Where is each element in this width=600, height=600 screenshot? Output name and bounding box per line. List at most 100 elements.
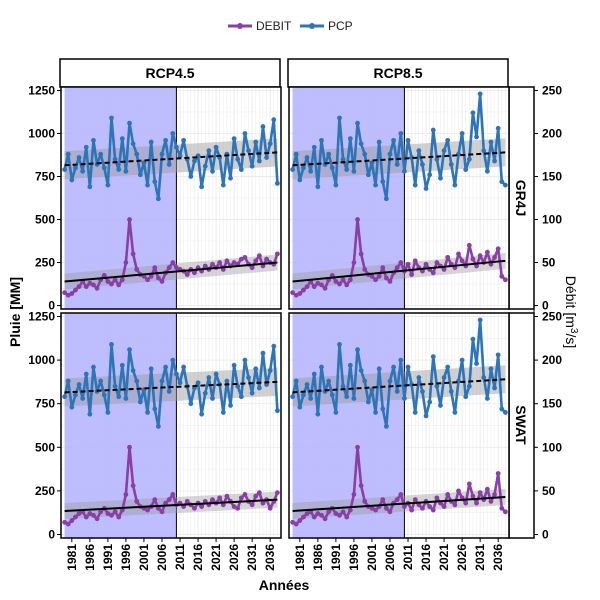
chart-legend: DEBIT PCP (228, 19, 353, 33)
pcp-point (333, 410, 339, 415)
pcp-point (290, 167, 296, 173)
debit-point (373, 507, 378, 513)
x-tick-label: 1991 (101, 544, 115, 571)
pcp-point (159, 151, 165, 157)
debit-point (315, 280, 321, 286)
pcp-point (202, 390, 208, 396)
pcp-point (152, 406, 158, 412)
debit-point (427, 504, 433, 510)
debit-point (434, 495, 440, 501)
debit-point (412, 497, 418, 503)
debit-point (116, 282, 122, 288)
debit-point (145, 277, 150, 283)
debit-point (69, 518, 75, 523)
pcp-point (394, 162, 400, 167)
debit-point (192, 505, 197, 511)
pcp-point (459, 357, 465, 363)
strip-label-rcp85: RCP8.5 (373, 65, 422, 81)
pcp-point (152, 179, 158, 185)
debit-point (369, 505, 375, 511)
pcp-point (441, 375, 447, 380)
debit-point (333, 279, 339, 284)
debit-point (355, 444, 360, 450)
debit-point (152, 265, 158, 271)
debit-point (441, 267, 447, 272)
debit-point (170, 260, 176, 265)
pcp-point (271, 117, 277, 123)
pcp-point (238, 167, 244, 173)
pcp-point (438, 175, 443, 181)
debit-point (326, 509, 332, 515)
pcp-point (362, 378, 368, 384)
x-tick-label: 2026 (227, 544, 241, 571)
pcp-point (358, 141, 364, 147)
debit-point (231, 504, 237, 510)
debit-point (337, 281, 342, 287)
debit-point (319, 282, 324, 288)
pcp-trend-line (64, 380, 278, 394)
debit-point (358, 251, 364, 257)
y-right-tick-label: 50 (542, 484, 556, 498)
pcp-point (246, 148, 251, 154)
pcp-point (130, 141, 136, 147)
debit-point (492, 491, 497, 497)
pcp-point (83, 144, 89, 150)
pcp-point (369, 160, 375, 166)
pcp-point (91, 137, 96, 143)
debit-point (163, 500, 168, 506)
debit-point (98, 509, 104, 515)
debit-point (311, 514, 317, 520)
pcp-point (347, 362, 353, 368)
pcp-point (333, 182, 339, 188)
pcp-point (155, 196, 161, 202)
pcp-point (499, 179, 505, 185)
debit-point (362, 267, 368, 272)
pcp-point (109, 115, 114, 121)
y-left-tick-label: 0 (48, 299, 55, 313)
debit-point (210, 261, 215, 267)
pcp-point (463, 167, 469, 173)
pcp-point (231, 136, 237, 142)
panel-rcp45-swat (60, 312, 282, 539)
pcp-point (253, 139, 259, 145)
debit-point (148, 273, 154, 279)
pcp-point (488, 366, 494, 372)
debit-point (192, 270, 197, 276)
pcp-point (206, 375, 212, 380)
debit-point (184, 498, 190, 504)
pcp-trend-line (64, 151, 278, 167)
pcp-point (315, 411, 321, 417)
pcp-point (181, 364, 187, 370)
pcp-point (98, 151, 104, 157)
pcp-point (398, 131, 404, 136)
pcp-point (412, 182, 418, 188)
pcp-point (319, 137, 324, 143)
debit-point (470, 493, 476, 499)
y-left-tick-label: 500 (35, 440, 55, 454)
pcp-point (445, 364, 451, 370)
debit-point (76, 284, 82, 290)
pcp-point (448, 162, 454, 167)
pcp-point (293, 378, 299, 384)
debit-point (445, 491, 451, 497)
debit-point (202, 263, 208, 269)
pcp-point (420, 389, 425, 394)
debit-point (274, 490, 280, 496)
pcp-point (398, 357, 404, 363)
pcp-point (383, 196, 389, 202)
x-tick-label: 1996 (119, 544, 133, 571)
pcp-point (337, 341, 342, 347)
debit-point (445, 254, 451, 260)
debit-point (73, 287, 78, 293)
pcp-point (434, 156, 440, 162)
debit-point (337, 512, 342, 518)
pcp-point (337, 115, 342, 121)
debit-point (315, 511, 321, 516)
debit-point (347, 507, 353, 513)
pcp-point (145, 182, 150, 188)
pcp-point (260, 350, 266, 356)
legend-label-debit: DEBIT (256, 19, 292, 33)
x-tick-label: 2011 (173, 544, 187, 570)
debit-point (456, 251, 461, 257)
